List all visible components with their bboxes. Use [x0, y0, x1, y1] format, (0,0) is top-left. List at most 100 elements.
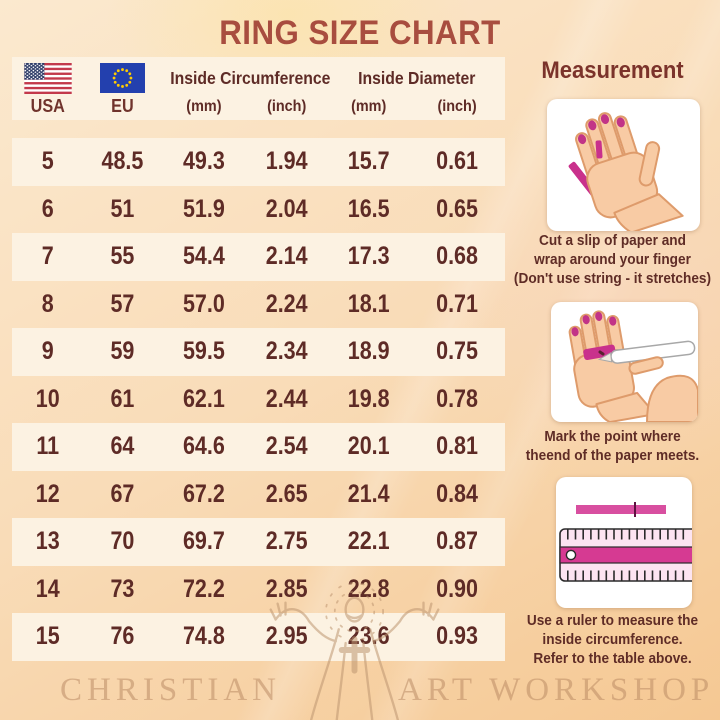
- table-cell: 51: [110, 194, 135, 223]
- table-cell: 0.87: [435, 527, 478, 556]
- table-cell: 67.2: [183, 479, 226, 508]
- table-cell: 2.54: [265, 432, 308, 461]
- table-row: 13 70 69.7 2.75 22.1 0.87: [12, 518, 505, 566]
- table-cell: 74.8: [183, 622, 226, 651]
- circumference-mm-unit: (mm): [186, 97, 222, 115]
- table-cell: 64: [110, 432, 135, 461]
- table-cell: 2.44: [265, 384, 308, 413]
- table-cell: 0.75: [435, 337, 478, 366]
- table-cell: 9: [41, 337, 54, 366]
- table-cell: 0.65: [435, 194, 478, 223]
- caption-line: wrap around your finger: [534, 252, 691, 268]
- table-cell: 2.34: [265, 337, 308, 366]
- table-cell: 2.24: [265, 289, 308, 318]
- table-cell: 54.4: [183, 242, 226, 271]
- table-cell: 18.9: [347, 337, 390, 366]
- table-cell: 48.5: [101, 147, 144, 176]
- diameter-inch-unit: (inch): [437, 97, 477, 115]
- watermark-text-right: ART WORKSHOP: [398, 672, 715, 708]
- table-cell: 21.4: [347, 479, 390, 508]
- table-cell: 0.84: [435, 479, 478, 508]
- table-header: USA EU Inside Circumference Inside Diame…: [12, 57, 505, 120]
- table-row: 10 61 62.1 2.44 19.8 0.78: [12, 376, 505, 424]
- circumference-column-label: Inside Circumference: [170, 67, 331, 88]
- table-cell: 64.6: [183, 432, 226, 461]
- table-cell: 16.5: [347, 194, 390, 223]
- table-cell: 2.14: [265, 242, 308, 271]
- table-cell: 0.78: [435, 384, 478, 413]
- diameter-column-label: Inside Diameter: [357, 67, 475, 88]
- measurement-panel: Measurement: [505, 0, 720, 720]
- step-caption: Use a ruler to measure the inside circum…: [511, 612, 713, 669]
- table-cell: 57: [110, 289, 135, 318]
- usa-column-label: USA: [30, 96, 65, 116]
- table-body: 5 48.5 49.3 1.94 15.7 0.61 6 51 51.9 2.0…: [12, 138, 505, 661]
- table-cell: 17.3: [347, 242, 390, 271]
- hand-with-paper-slip-icon: [568, 112, 684, 231]
- table-cell: 15.7: [347, 147, 390, 176]
- table-cell: 49.3: [183, 147, 226, 176]
- table-cell: 61: [110, 384, 135, 413]
- watermark-text-left: CHRISTIAN: [60, 672, 282, 708]
- ring-size-table: USA EU Inside Circumference Inside Diame…: [12, 57, 505, 661]
- table-cell: 10: [35, 384, 60, 413]
- table-cell: 73: [110, 574, 135, 603]
- usa-flag-icon: [24, 62, 72, 94]
- table-cell: 51.9: [183, 194, 226, 223]
- step-caption: Mark the point where theend of the paper…: [511, 428, 713, 466]
- table-cell: 7: [41, 242, 54, 271]
- table-cell: 59.5: [183, 337, 226, 366]
- table-row: 5 48.5 49.3 1.94 15.7 0.61: [12, 138, 505, 186]
- table-cell: 72.2: [183, 574, 226, 603]
- table-cell: 5: [41, 147, 54, 176]
- table-cell: 11: [36, 432, 60, 461]
- table-cell: 0.61: [435, 147, 478, 176]
- table-cell: 13: [35, 527, 60, 556]
- table-cell: 20.1: [347, 432, 390, 461]
- caption-line: inside circumference.: [542, 632, 683, 648]
- caption-line: Refer to the table above.: [533, 651, 692, 667]
- table-cell: 70: [110, 527, 135, 556]
- table-cell: 0.68: [435, 242, 478, 271]
- marking-paper-with-pen-icon: [568, 310, 698, 422]
- caption-line: Cut a slip of paper and: [539, 233, 686, 249]
- table-cell: 2.65: [265, 479, 308, 508]
- table-cell: 57.0: [183, 289, 226, 318]
- table-cell: 6: [41, 194, 54, 223]
- jesus-open-arms-figure-icon: [269, 582, 440, 720]
- table-row: 11 64 64.6 2.54 20.1 0.81: [12, 423, 505, 471]
- table-row: 14 73 72.2 2.85 22.8 0.90: [12, 566, 505, 614]
- table-cell: 1.94: [265, 147, 308, 176]
- table-cell: 2.75: [265, 527, 308, 556]
- eu-flag-icon: [83, 63, 162, 93]
- table-cell: 2.04: [265, 194, 308, 223]
- eu-flag-icon: [100, 63, 146, 93]
- caption-line: Use a ruler to measure the: [526, 613, 699, 629]
- circumference-inch-unit: (inch): [267, 97, 307, 115]
- measurement-heading: Measurement: [541, 57, 684, 84]
- table-cell: 62.1: [183, 384, 226, 413]
- table-row: 15 76 74.8 2.95 23.6 0.93: [12, 613, 505, 661]
- table-cell: 14: [35, 574, 60, 603]
- diameter-mm-unit: (mm): [350, 97, 386, 115]
- table-cell: 0.81: [435, 432, 478, 461]
- table-cell: 19.8: [347, 384, 390, 413]
- table-cell: 67: [110, 479, 135, 508]
- table-cell: 18.1: [347, 289, 390, 318]
- table-cell: 2.85: [265, 574, 308, 603]
- table-cell: 12: [35, 479, 60, 508]
- table-row: 12 67 67.2 2.65 21.4 0.84: [12, 471, 505, 519]
- table-cell: 15: [35, 622, 60, 651]
- table-cell: 0.93: [435, 622, 478, 651]
- table-cell: 76: [110, 622, 135, 651]
- step-caption: Cut a slip of paper and wrap around your…: [511, 232, 713, 289]
- eu-column-label: EU: [111, 96, 135, 116]
- ruler-measure-icon: [556, 477, 692, 608]
- table-cell: 8: [41, 289, 54, 318]
- table-cell: 2.95: [265, 622, 308, 651]
- usa-flag-icon: [12, 62, 83, 94]
- page-title: RING SIZE CHART: [219, 14, 501, 52]
- table-cell: 59: [110, 337, 135, 366]
- hand-with-paper-slip-icon: [547, 99, 700, 231]
